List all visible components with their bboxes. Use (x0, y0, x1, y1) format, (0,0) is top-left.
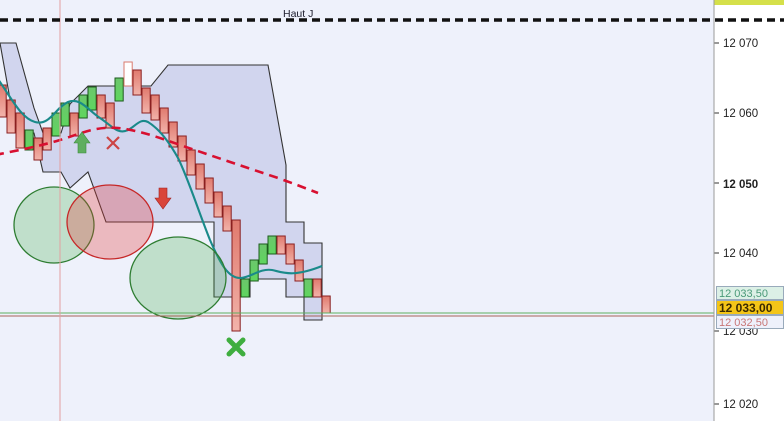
svg-text:12 050: 12 050 (723, 179, 758, 191)
svg-text:12 060: 12 060 (723, 108, 758, 120)
svg-text:12 040: 12 040 (723, 248, 758, 260)
svg-text:12 020: 12 020 (723, 399, 758, 411)
svg-text:12 070: 12 070 (723, 38, 758, 50)
svg-text:Haut J: Haut J (283, 8, 313, 20)
